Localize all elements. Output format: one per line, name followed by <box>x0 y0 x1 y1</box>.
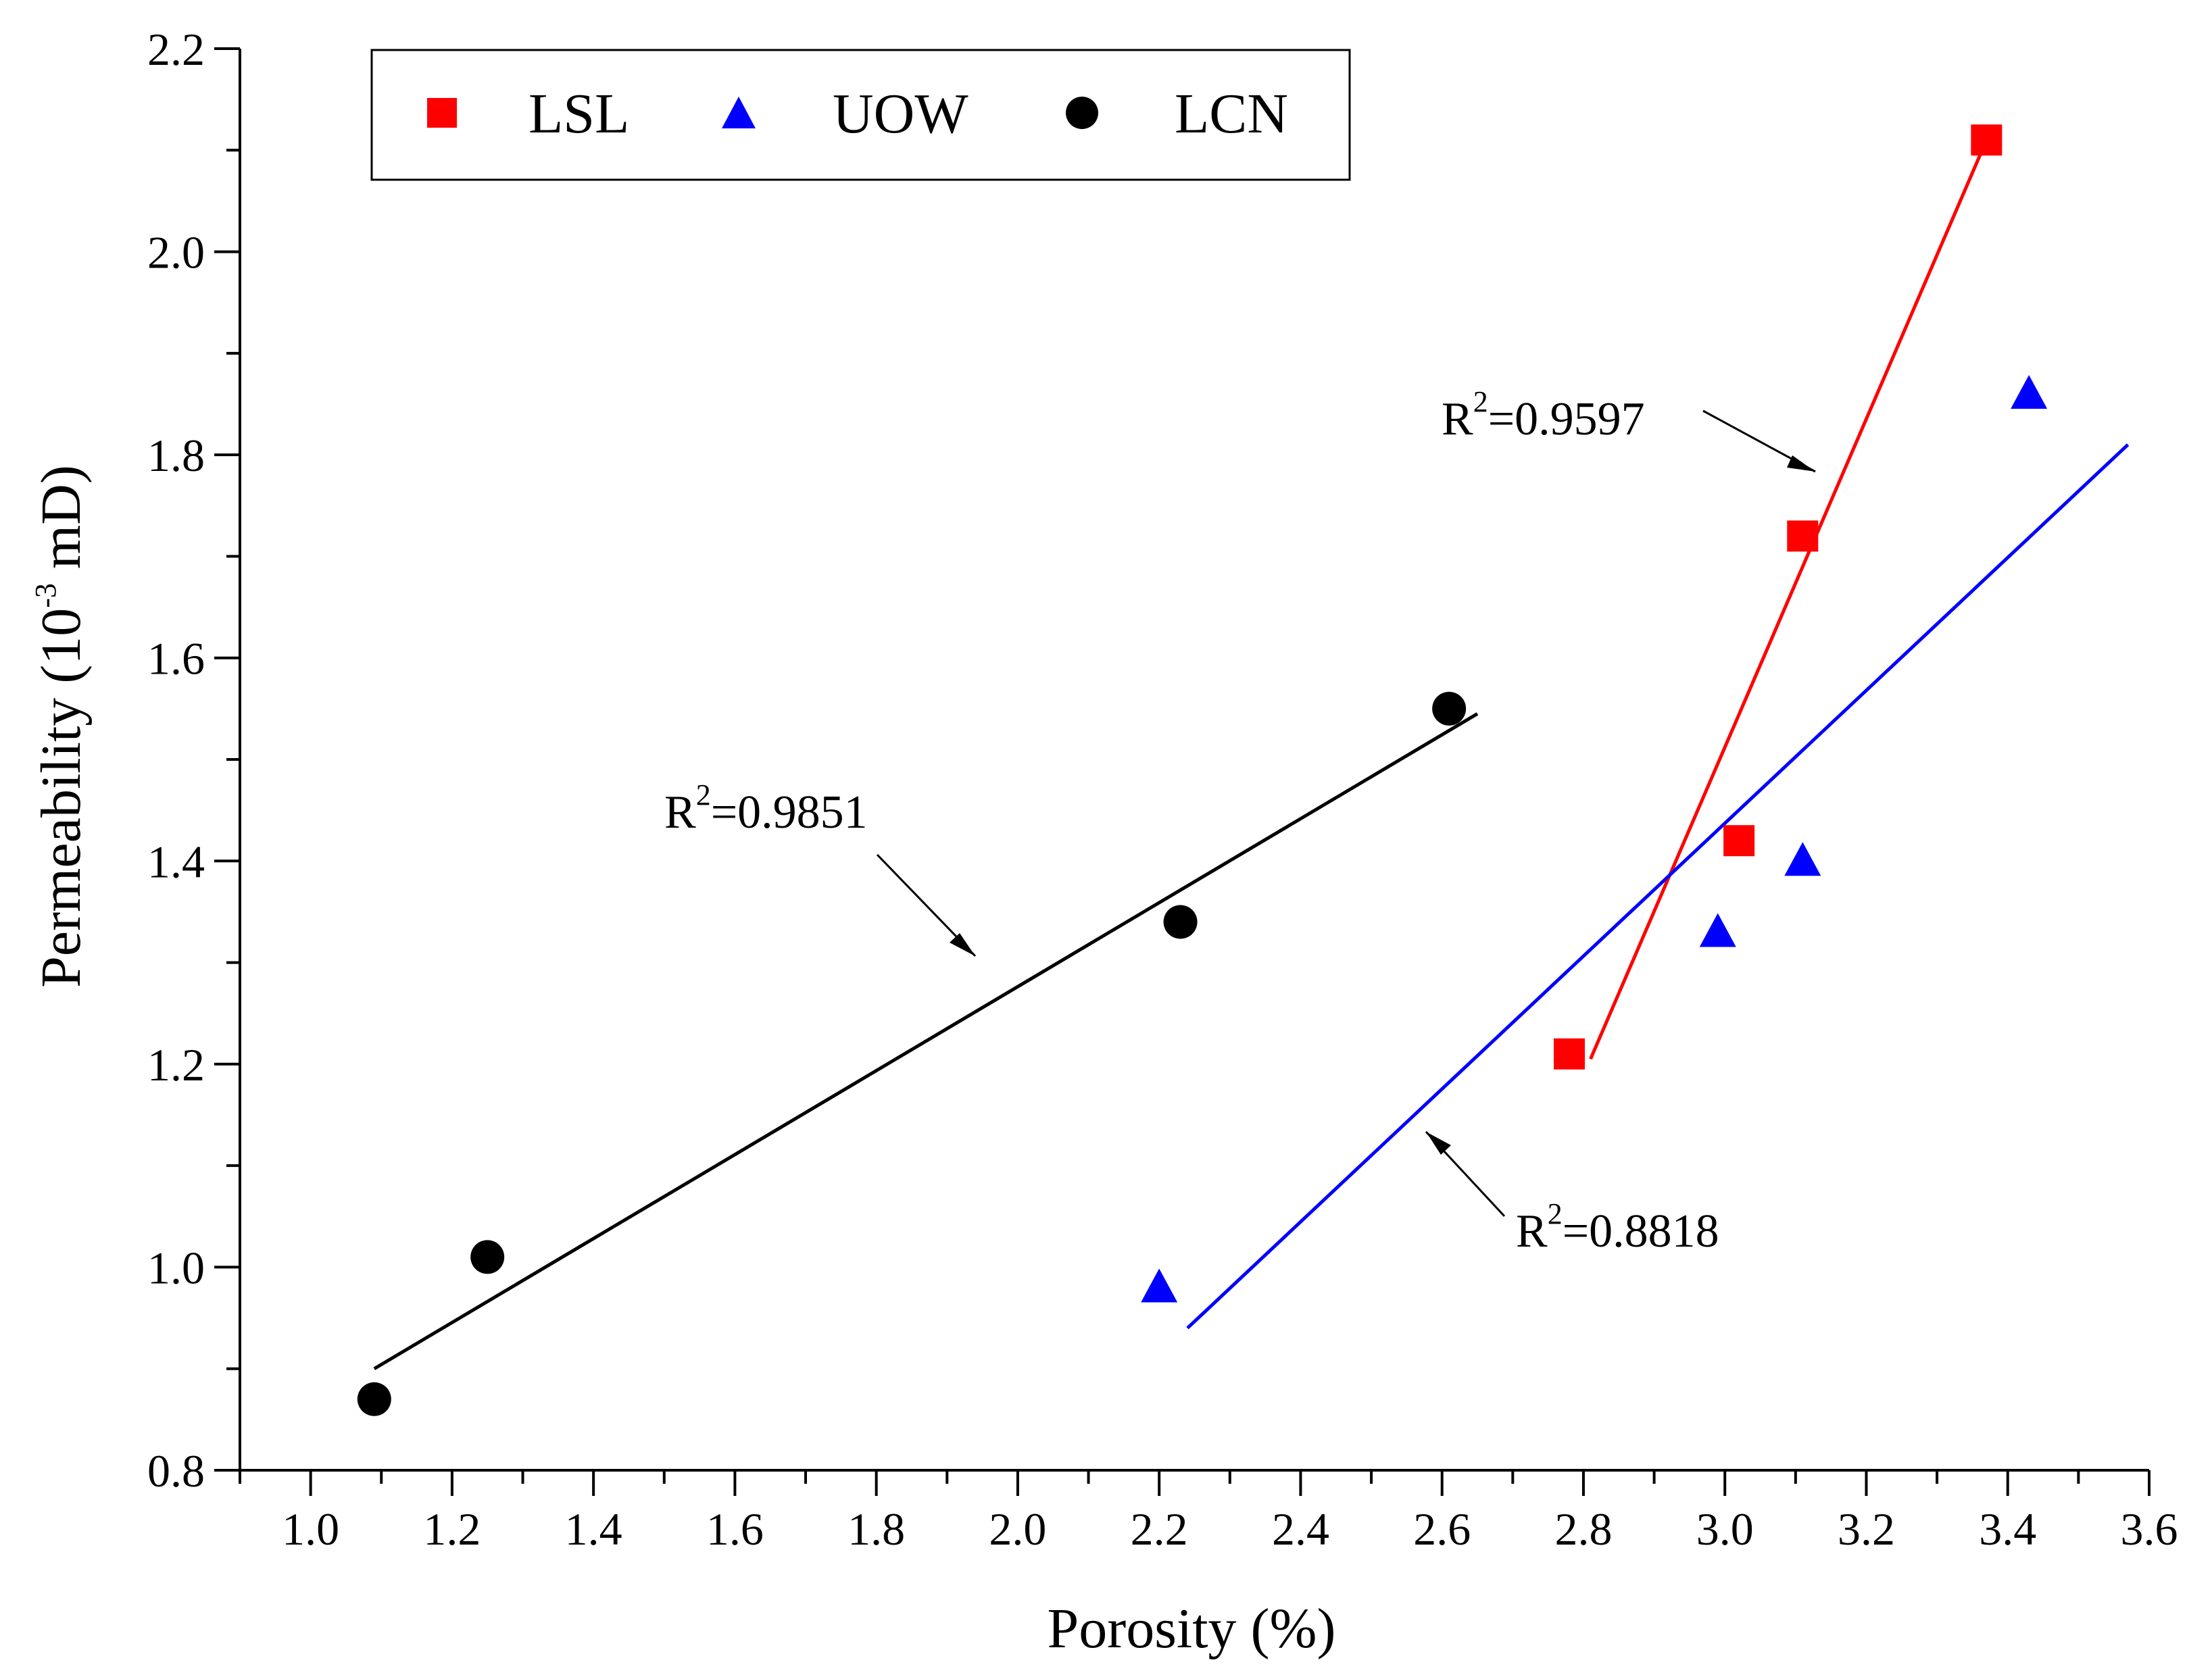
data-point-uow <box>1784 842 1821 876</box>
y-tick-label: 1.4 <box>147 836 205 887</box>
y-tick-label: 2.2 <box>147 24 205 75</box>
y-axis-title: Permeability (10-3 mD) <box>29 465 93 988</box>
data-point-lsl <box>1723 825 1755 857</box>
data-point-lsl <box>1971 124 2002 156</box>
x-tick-label: 3.4 <box>1979 1503 2036 1555</box>
annotation-uow-sup: 2 <box>1548 1197 1563 1230</box>
data-point-uow <box>1699 913 1736 947</box>
y-axis-title-unit: mD) <box>30 465 93 583</box>
y-tick-label: 1.6 <box>147 633 205 684</box>
annotation-lcn-value: =0.9851 <box>711 786 868 838</box>
y-axis-title-main: Permeability (10 <box>30 608 93 988</box>
x-tick-label: 2.4 <box>1272 1503 1329 1555</box>
x-tick-label: 1.4 <box>565 1503 622 1555</box>
fit-line-lcn <box>373 712 1479 1370</box>
legend-marker-lcn <box>1066 97 1098 129</box>
series-lsl <box>1554 124 2002 1070</box>
x-tick-label: 2.8 <box>1554 1503 1612 1555</box>
svg-text:R2=0.9851: R2=0.9851 <box>664 778 868 838</box>
annotation-uow: R2=0.8818 <box>1425 1130 1719 1257</box>
annotation-lsl-arrowhead <box>1787 455 1815 472</box>
data-point-uow <box>2011 374 2048 409</box>
data-point-lcn <box>470 1240 505 1274</box>
annotation-uow-value: =0.8818 <box>1563 1205 1719 1257</box>
x-tick-label: 1.6 <box>706 1503 764 1555</box>
legend-box <box>370 49 1351 181</box>
annotation-lcn-r: R <box>664 786 696 838</box>
annotation-lcn: R2=0.9851 <box>664 778 977 957</box>
annotation-lsl-value: =0.9597 <box>1488 393 1645 445</box>
legend: LSL UOW LCN <box>370 49 1351 181</box>
y-tick-label: 1.0 <box>147 1242 205 1293</box>
annotation-uow-arrowhead <box>1426 1132 1451 1155</box>
x-tick-label: 2.6 <box>1413 1503 1471 1555</box>
y-tick-label: 1.8 <box>147 430 205 481</box>
data-point-lsl <box>1787 520 1819 552</box>
annotation-lsl-r: R <box>1442 393 1473 445</box>
annotation-lcn-sup: 2 <box>696 778 711 811</box>
x-tick-label: 1.8 <box>847 1503 905 1555</box>
data-point-lcn <box>357 1382 391 1416</box>
fit-line-uow <box>1186 443 2130 1330</box>
x-tick-label: 1.0 <box>282 1503 339 1555</box>
x-axis-title: Porosity (%) <box>1048 1597 1336 1660</box>
series-lcn <box>357 691 1467 1416</box>
annotation-lsl: R2=0.9597 <box>1442 385 1816 473</box>
data-point-lsl <box>1554 1038 1586 1070</box>
legend-marker-lsl <box>427 98 457 128</box>
data-point-lcn <box>1432 691 1467 726</box>
y-tick-label: 2.0 <box>147 227 205 278</box>
x-tick-label: 2.2 <box>1131 1503 1188 1555</box>
legend-label-lcn: LCN <box>1175 82 1288 145</box>
svg-text:R2=0.8818: R2=0.8818 <box>1516 1197 1719 1257</box>
x-tick-label: 3.2 <box>1838 1503 1895 1555</box>
legend-label-uow: UOW <box>833 82 968 145</box>
series-uow <box>1141 374 2048 1303</box>
fit-line-lsl <box>1589 139 1988 1060</box>
data-point-uow <box>1141 1268 1178 1303</box>
annotation-lsl-sup: 2 <box>1473 385 1488 418</box>
svg-text:R2=0.9597: R2=0.9597 <box>1442 385 1645 445</box>
x-tick-label: 3.6 <box>2121 1503 2178 1555</box>
annotation-lcn-arrowhead <box>950 933 975 956</box>
y-tick-label: 0.8 <box>147 1445 205 1497</box>
annotation-uow-r: R <box>1516 1205 1548 1257</box>
y-axis-title-exponent: -3 <box>29 583 62 608</box>
x-tick-label: 1.2 <box>423 1503 481 1555</box>
data-point-lcn <box>1163 905 1198 939</box>
x-tick-label: 3.0 <box>1696 1503 1754 1555</box>
axes: 1.0 1.2 1.4 1.6 1.8 2.0 2.2 2.4 2.6 2.8 3.0 3.2 3.4 3… <box>147 24 2178 1555</box>
legend-label-lsl: LSL <box>529 82 629 145</box>
legend-marker-uow <box>722 97 756 128</box>
y-tick-label: 1.2 <box>147 1039 205 1091</box>
x-tick-label: 2.0 <box>989 1503 1046 1555</box>
